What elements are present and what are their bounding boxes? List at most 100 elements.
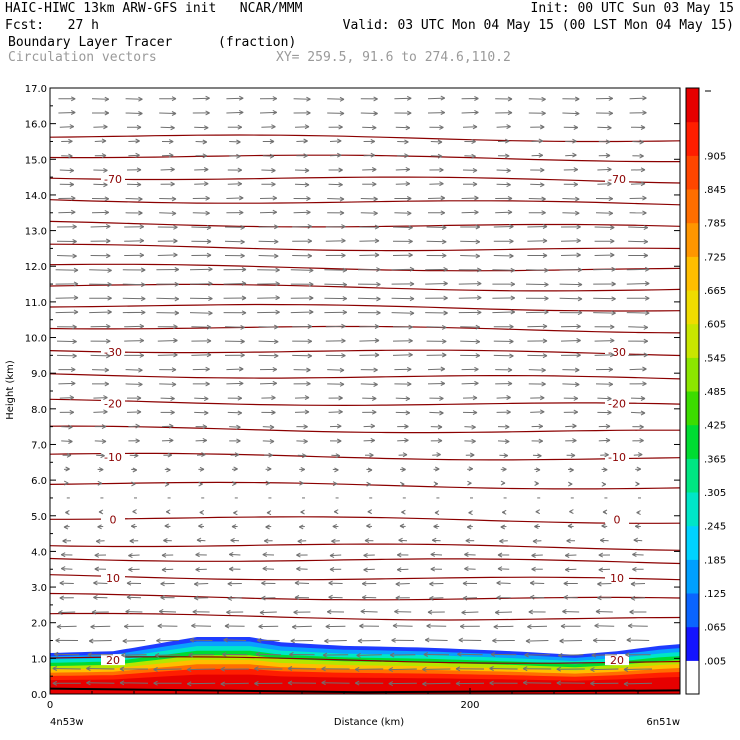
wind-arrowhead xyxy=(237,395,243,401)
contour-label-20-1: 20 xyxy=(610,654,624,667)
wind-arrowhead xyxy=(642,195,647,201)
wind-arrowhead xyxy=(306,196,311,202)
wind-vector xyxy=(391,268,415,271)
wind-arrowhead xyxy=(572,138,577,144)
wind-arrowhead xyxy=(629,609,634,615)
wind-arrowhead xyxy=(240,253,245,259)
wind-arrowhead xyxy=(101,438,107,444)
wind-arrowhead xyxy=(405,181,411,187)
wind-vector xyxy=(226,368,244,371)
wind-arrowhead xyxy=(468,466,474,472)
wind-arrowhead xyxy=(544,309,549,315)
wind-arrowhead xyxy=(461,610,466,616)
wind-arrowhead xyxy=(472,124,478,130)
wind-arrowhead xyxy=(138,196,143,202)
wind-arrowhead xyxy=(475,253,481,259)
wind-vector xyxy=(626,312,650,314)
wind-arrowhead xyxy=(608,95,614,101)
wind-arrowhead xyxy=(601,481,607,487)
wind-arrowhead xyxy=(103,124,108,130)
wind-arrowhead xyxy=(360,608,366,614)
wind-vector xyxy=(495,611,513,613)
wind-vector xyxy=(128,554,140,557)
wind-arrowhead xyxy=(468,510,473,516)
wind-vector xyxy=(359,254,380,256)
wind-arrowhead xyxy=(367,467,373,473)
wind-arrowhead xyxy=(542,338,548,344)
wind-arrowhead xyxy=(208,266,213,272)
wind-vector xyxy=(360,383,378,385)
wind-arrowhead xyxy=(376,281,381,287)
wind-arrowhead xyxy=(300,466,306,472)
wind-arrowhead xyxy=(223,637,228,643)
wind-vector xyxy=(496,183,511,186)
wind-arrowhead xyxy=(563,581,569,586)
wind-arrowhead xyxy=(262,552,268,558)
y-axis-label: Height (km) xyxy=(5,360,16,420)
wind-arrowhead xyxy=(608,366,614,372)
contour-label-10-1: 10 xyxy=(610,572,624,585)
wind-vector xyxy=(189,312,213,314)
wind-arrowhead xyxy=(541,110,546,116)
wind-arrowhead xyxy=(370,437,376,443)
wind-vector xyxy=(629,97,647,100)
wind-arrowhead xyxy=(293,609,298,615)
wind-vector xyxy=(359,340,380,342)
wind-vector xyxy=(86,682,115,684)
wind-arrowhead xyxy=(338,395,343,401)
wind-vector xyxy=(331,454,340,457)
wind-arrowhead xyxy=(238,210,244,216)
wind-arrowhead xyxy=(607,125,612,131)
wind-arrowhead xyxy=(304,168,310,173)
wind-vector xyxy=(530,582,545,584)
wind-arrowhead xyxy=(542,224,548,229)
wind-vector xyxy=(633,454,643,456)
wind-arrowhead xyxy=(233,466,238,472)
wind-arrowhead xyxy=(269,153,275,159)
wind-arrowhead xyxy=(238,366,244,372)
temperature-contour xyxy=(49,398,681,407)
wind-arrowhead xyxy=(341,353,346,359)
wind-arrowhead xyxy=(342,296,348,302)
wind-arrowhead xyxy=(556,680,562,686)
wind-arrowhead xyxy=(607,166,612,172)
wind-arrowhead xyxy=(73,281,79,287)
wind-arrowhead xyxy=(504,439,510,444)
wind-arrowhead xyxy=(563,594,569,600)
wind-arrowhead xyxy=(577,310,583,316)
wind-arrowhead xyxy=(475,339,481,345)
wind-arrowhead xyxy=(500,524,506,530)
wind-arrowhead xyxy=(522,680,528,686)
wind-arrowhead xyxy=(103,182,108,188)
temperature-contour xyxy=(49,425,680,434)
wind-arrowhead xyxy=(338,167,343,173)
wind-vector xyxy=(493,625,514,628)
wind-arrowhead xyxy=(256,637,262,643)
wind-arrowhead xyxy=(173,338,178,343)
wind-arrowhead xyxy=(202,424,208,430)
wind-arrowhead xyxy=(104,196,110,202)
wind-vector xyxy=(226,111,244,114)
wind-arrowhead xyxy=(289,652,294,657)
wind-arrowhead xyxy=(168,423,174,429)
wind-vector xyxy=(329,140,342,142)
wind-arrowhead xyxy=(170,181,175,187)
wind-vector xyxy=(464,426,476,428)
wind-arrowhead xyxy=(471,153,476,159)
wind-arrowhead xyxy=(541,367,546,373)
init-time: Init: 00 UTC Sun 03 May 15 xyxy=(530,1,735,16)
wind-arrowhead xyxy=(467,480,472,486)
wind-arrowhead xyxy=(266,466,272,472)
wind-arrowhead xyxy=(128,567,133,573)
wind-arrowhead xyxy=(221,651,227,657)
wind-arrowhead xyxy=(335,453,341,459)
wind-arrowhead xyxy=(607,396,612,402)
wind-vector xyxy=(426,326,447,328)
wind-arrowhead xyxy=(199,509,205,515)
wind-arrowhead xyxy=(65,466,70,472)
wind-arrowhead xyxy=(462,580,468,586)
wind-arrowhead xyxy=(608,196,614,202)
wind-arrowhead xyxy=(138,96,143,102)
wind-vector xyxy=(126,596,142,599)
